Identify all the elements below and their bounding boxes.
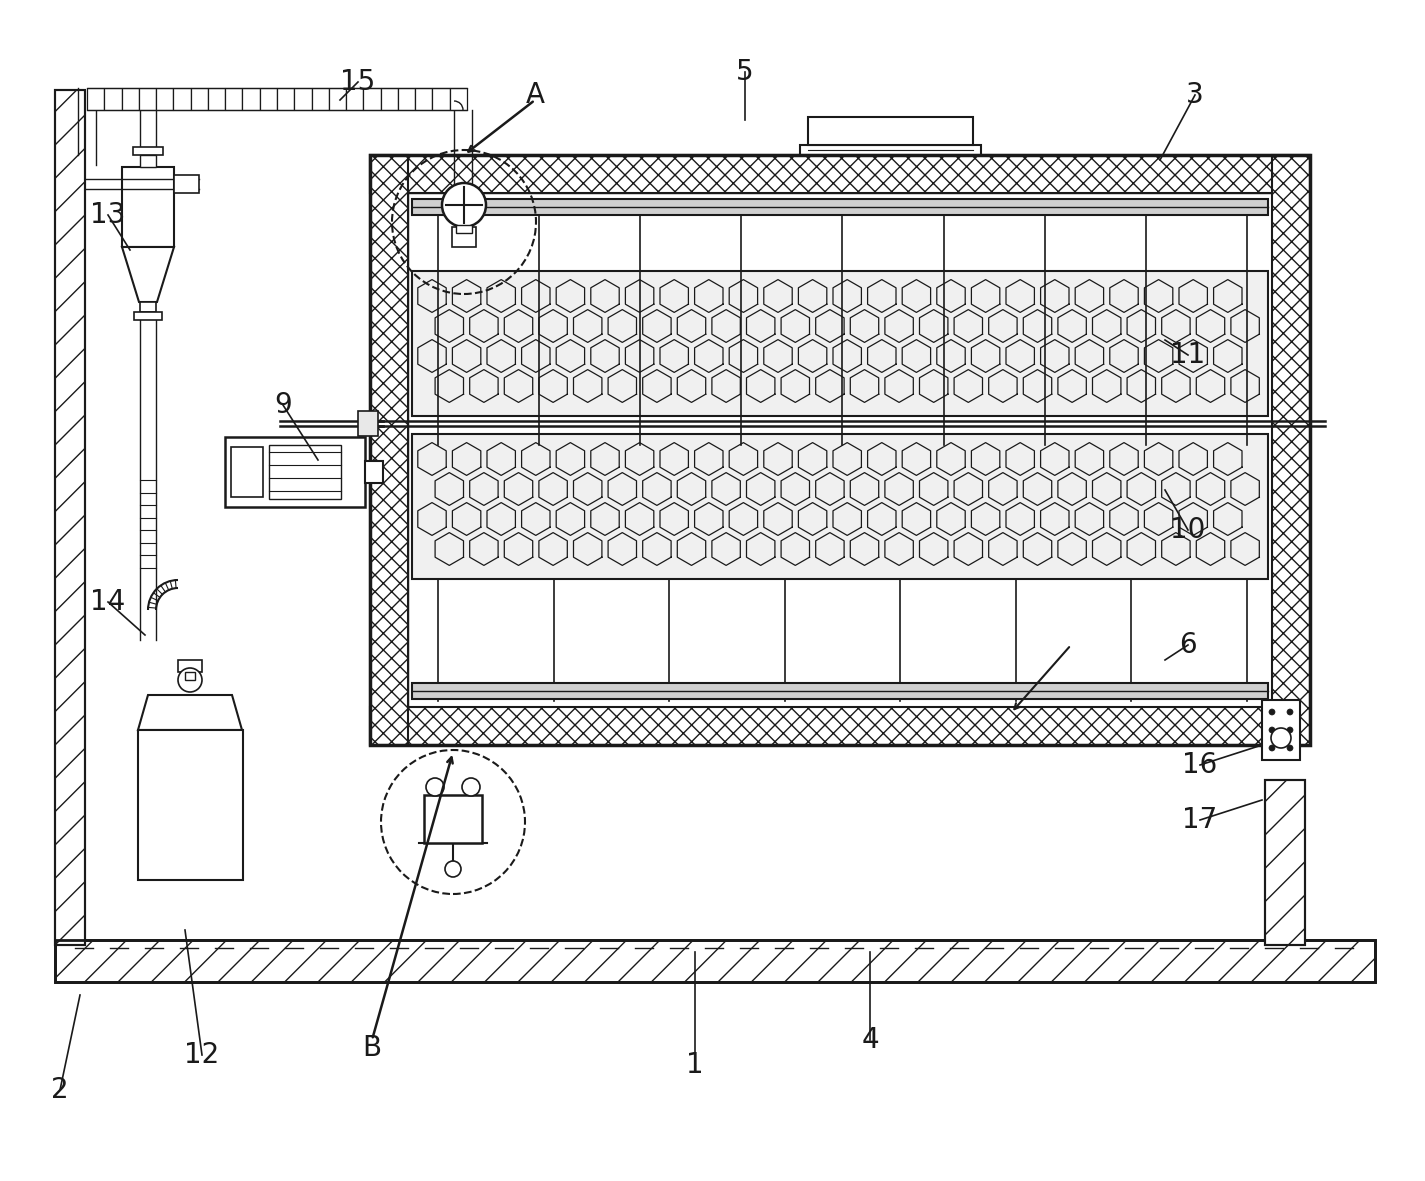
Circle shape	[1270, 745, 1275, 751]
Bar	[225, 437, 365, 507]
Bar	[174, 175, 200, 193]
Text: 12: 12	[184, 1040, 219, 1069]
Circle shape	[1287, 727, 1292, 733]
Text: 14: 14	[90, 588, 125, 616]
Bar	[358, 411, 378, 436]
Circle shape	[1271, 727, 1291, 748]
Circle shape	[1270, 709, 1275, 715]
Bar	[123, 167, 174, 247]
Polygon shape	[123, 247, 174, 302]
Bar	[208, 89, 225, 110]
Bar	[1263, 700, 1300, 761]
Bar	[178, 660, 202, 672]
Bar	[138, 89, 157, 110]
Bar	[56, 90, 86, 945]
Text: 9: 9	[274, 391, 292, 419]
Bar	[450, 89, 467, 110]
Text: 13: 13	[90, 201, 125, 229]
Bar	[370, 707, 1310, 745]
Bar	[412, 433, 1268, 579]
Bar	[370, 155, 1310, 193]
Bar	[1273, 155, 1310, 745]
Circle shape	[445, 861, 462, 877]
Text: 10: 10	[1170, 516, 1206, 544]
Bar	[225, 89, 242, 110]
Text: 6: 6	[1178, 631, 1197, 659]
Circle shape	[1270, 727, 1275, 733]
Bar	[415, 89, 432, 110]
Bar	[370, 155, 408, 745]
Bar	[456, 226, 472, 233]
Circle shape	[442, 183, 486, 227]
Bar	[370, 155, 1310, 745]
Bar	[412, 200, 1268, 215]
Circle shape	[462, 778, 480, 796]
Text: 4: 4	[861, 1026, 879, 1053]
Text: 16: 16	[1183, 751, 1217, 779]
Bar	[408, 193, 1273, 707]
Bar	[87, 89, 104, 110]
Bar	[312, 89, 329, 110]
Bar	[276, 89, 295, 110]
Bar	[138, 730, 244, 880]
Bar	[398, 89, 415, 110]
Bar	[231, 446, 264, 497]
Bar	[1265, 779, 1305, 945]
Bar	[134, 312, 162, 320]
Bar	[452, 227, 476, 247]
Bar	[56, 940, 1375, 981]
Text: 2: 2	[51, 1076, 68, 1104]
Bar	[269, 445, 341, 500]
Polygon shape	[138, 694, 242, 730]
Bar	[380, 89, 398, 110]
Bar	[121, 89, 138, 110]
Bar	[808, 117, 973, 145]
Bar	[799, 145, 980, 155]
Text: B: B	[362, 1035, 382, 1062]
Text: 15: 15	[341, 68, 376, 96]
Bar	[412, 683, 1268, 699]
Text: 17: 17	[1183, 805, 1217, 834]
Circle shape	[1287, 709, 1292, 715]
Text: A: A	[526, 81, 544, 109]
Bar	[140, 302, 155, 312]
Bar	[185, 672, 195, 680]
Circle shape	[1287, 745, 1292, 751]
Text: 5: 5	[737, 58, 754, 86]
Bar	[1265, 779, 1305, 945]
Bar	[191, 89, 208, 110]
Bar	[346, 89, 363, 110]
Bar	[104, 89, 121, 110]
Bar	[425, 795, 482, 843]
Circle shape	[426, 778, 445, 796]
Circle shape	[178, 668, 202, 692]
Text: 3: 3	[1186, 81, 1204, 109]
Text: 1: 1	[687, 1051, 704, 1079]
Bar	[157, 89, 174, 110]
Bar	[133, 146, 162, 155]
Bar	[365, 461, 383, 483]
Bar	[412, 270, 1268, 416]
Text: 11: 11	[1170, 341, 1206, 368]
Bar	[363, 89, 380, 110]
Bar	[432, 89, 450, 110]
Bar	[140, 155, 155, 167]
Bar	[329, 89, 346, 110]
Bar	[295, 89, 312, 110]
Bar	[242, 89, 259, 110]
Bar	[259, 89, 276, 110]
Bar	[56, 940, 1375, 981]
Bar	[174, 89, 191, 110]
Bar	[56, 90, 86, 945]
